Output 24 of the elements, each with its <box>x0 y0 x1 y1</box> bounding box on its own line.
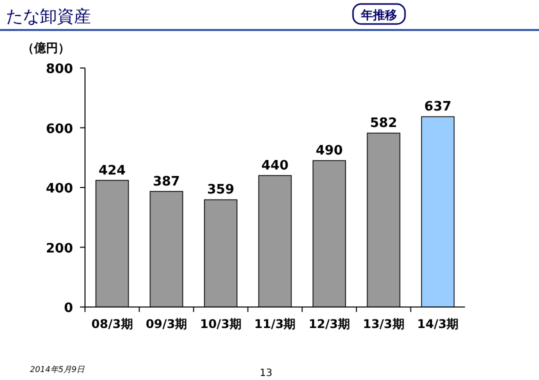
data-label: 424 <box>98 163 126 178</box>
y-tick-label: 600 <box>46 122 73 137</box>
text: 2014年5月9日 <box>30 365 86 374</box>
x-tick-label: 09/3期 <box>146 317 188 331</box>
y-axis-title: （億円） <box>22 41 70 55</box>
data-label: 440 <box>261 158 289 174</box>
x-tick-label: 12/3期 <box>308 317 350 331</box>
x-tick-label: 10/3期 <box>200 317 242 331</box>
chart-title: たな卸資産 <box>6 7 91 27</box>
y-tick-label: 400 <box>46 182 73 196</box>
data-label: 490 <box>316 144 343 159</box>
y-tick-label: 800 <box>46 62 73 77</box>
x-tick-label: 11/3期 <box>254 317 296 331</box>
x-tick-label: 14/3期 <box>417 317 459 331</box>
data-label: 387 <box>152 174 180 190</box>
x-tick-label: 08/3期 <box>91 317 133 331</box>
data-label: 582 <box>370 116 398 132</box>
text: 13 <box>260 368 272 379</box>
x-tick-label: 13/3期 <box>362 317 404 331</box>
y-tick-label: 0 <box>64 301 73 316</box>
data-label: 359 <box>207 182 234 198</box>
y-tick-label: 200 <box>46 241 73 256</box>
data-label: 637 <box>424 100 452 115</box>
chart-subtitle: 年推移 <box>360 8 397 22</box>
